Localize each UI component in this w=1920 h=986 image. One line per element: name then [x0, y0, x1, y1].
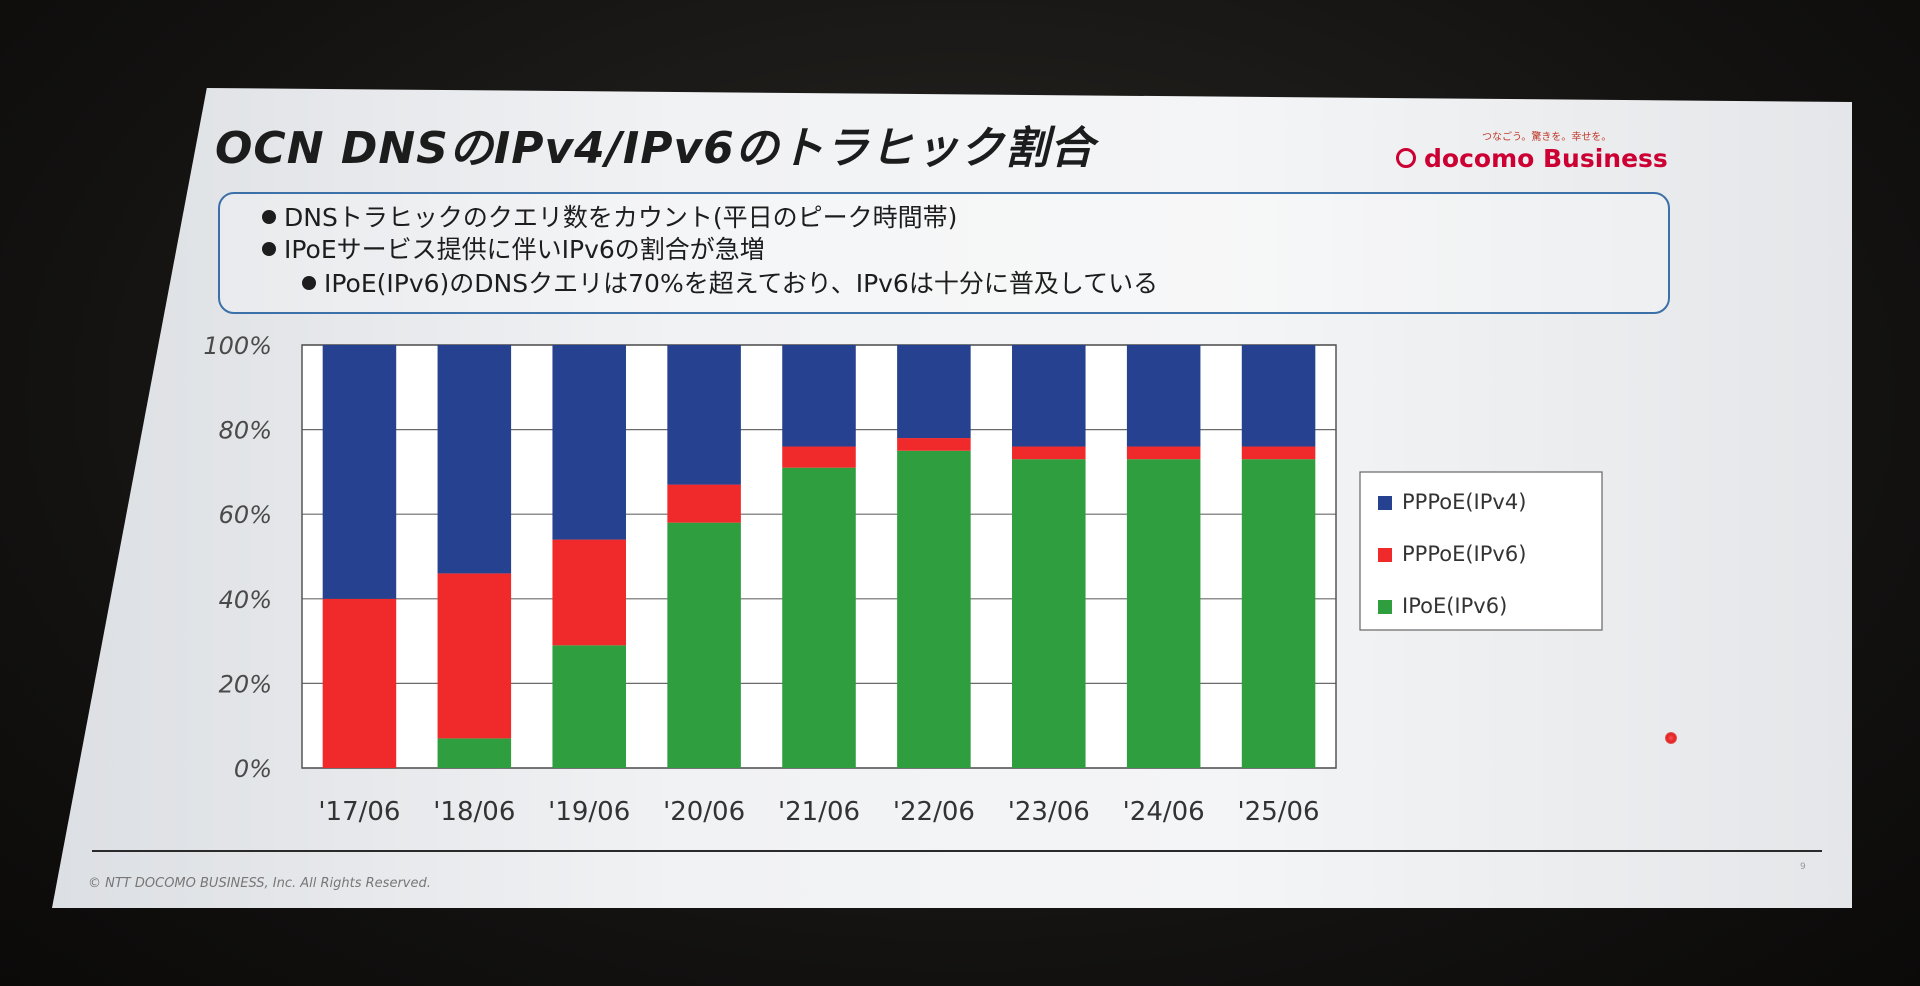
- legend-box: [1359, 471, 1603, 631]
- bullet-item: IPoEサービス提供に伴いIPv6の割合が急増: [262, 230, 765, 266]
- bullet-text: IPoEサービス提供に伴いIPv6の割合が急増: [284, 235, 765, 264]
- bullet-text: DNSトラヒックのクエリ数をカウント(平日のピーク時間帯): [284, 203, 958, 232]
- bar-segment: [1126, 345, 1201, 447]
- bullet-dot-icon: [262, 210, 276, 224]
- copyright-text: © NTT DOCOMO BUSINESS, Inc. All Rights R…: [88, 876, 431, 891]
- legend-label: IPoE(IPv6): [1402, 594, 1507, 618]
- bar-segment: [322, 345, 397, 599]
- bar-segment: [552, 645, 626, 768]
- bullet-item: DNSトラヒックのクエリ数をカウント(平日のピーク時間帯): [262, 198, 957, 234]
- x-tick-label: '25/06: [1238, 797, 1320, 827]
- bar-segment: [667, 484, 741, 523]
- x-tick-label: '19/06: [548, 797, 630, 827]
- bar-segment: [897, 450, 971, 768]
- logo-wordmark: docomo Business: [1424, 144, 1668, 173]
- x-tick-label: '21/06: [778, 797, 860, 827]
- legend-label: PPPoE(IPv4): [1402, 490, 1526, 514]
- bar-segment: [1126, 459, 1201, 768]
- legend-label: PPPoE(IPv6): [1402, 542, 1526, 566]
- bar-segment: [1012, 459, 1086, 768]
- laser-pointer-dot: [1665, 732, 1677, 744]
- bullet-box: [218, 192, 1670, 314]
- bar-segment: [552, 539, 626, 646]
- bar-segment: [667, 345, 741, 485]
- bar-segment: [322, 598, 397, 768]
- footer-divider: [92, 850, 1822, 852]
- bar-segment: [552, 345, 626, 540]
- bar-segment: [897, 345, 971, 439]
- bar-segment: [1012, 345, 1086, 447]
- y-tick-label: 0%: [234, 755, 272, 783]
- y-tick-label: 20%: [219, 670, 272, 698]
- bar-segment: [1012, 446, 1086, 460]
- bullet-dot-icon: [302, 276, 316, 290]
- bullet-item: IPoE(IPv6)のDNSクエリは70%を超えており、IPv6は十分に普及して…: [302, 264, 1158, 300]
- legend-swatch: [1378, 600, 1392, 614]
- x-tick-label: '23/06: [1008, 797, 1090, 827]
- y-tick-label: 100%: [203, 332, 272, 360]
- bar-segment: [1126, 446, 1201, 460]
- bar-segment: [782, 467, 856, 768]
- x-tick-label: '22/06: [893, 797, 975, 827]
- bullet-text: IPoE(IPv6)のDNSクエリは70%を超えており、IPv6は十分に普及して…: [324, 269, 1159, 298]
- x-tick-label: '18/06: [433, 797, 515, 827]
- slide-title: OCN DNSのIPv4/IPv6のトラヒック割合: [215, 123, 1095, 174]
- x-tick-label: '20/06: [663, 797, 745, 827]
- bar-segment: [437, 573, 512, 739]
- bar-segment: [437, 345, 512, 574]
- bar-segment: [1241, 446, 1316, 460]
- logo-tagline: つなごう。驚きを。幸せを。: [1482, 132, 1612, 143]
- bar-segment: [1241, 345, 1316, 447]
- bar-segment: [782, 345, 856, 447]
- y-tick-label: 80%: [219, 417, 272, 445]
- bullet-dot-icon: [262, 242, 276, 256]
- bar-segment: [667, 522, 741, 768]
- docomo-logo-icon: [1396, 148, 1416, 168]
- x-tick-label: '24/06: [1123, 797, 1205, 827]
- y-tick-label: 40%: [219, 586, 272, 614]
- bar-segment: [897, 438, 971, 451]
- x-tick-label: '17/06: [318, 797, 400, 827]
- legend-swatch: [1378, 548, 1392, 562]
- legend-swatch: [1378, 496, 1392, 510]
- page-number: 9: [1800, 862, 1806, 872]
- docomo-business-logo: つなごう。驚きを。幸せを。 docomo Business: [1396, 124, 1668, 184]
- bar-segment: [1241, 459, 1316, 768]
- bar-segment: [782, 446, 856, 468]
- bar-segment: [437, 738, 512, 768]
- y-tick-label: 60%: [219, 501, 272, 529]
